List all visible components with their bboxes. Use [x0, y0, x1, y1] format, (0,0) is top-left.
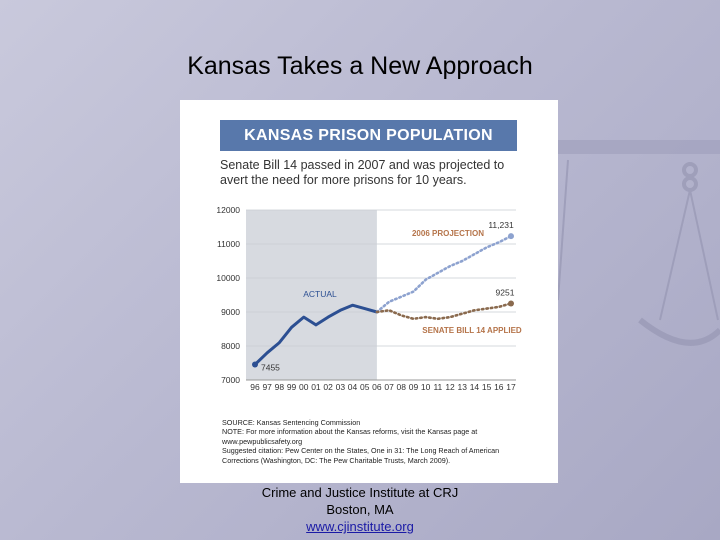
footer-link[interactable]: www.cjinstitute.org	[306, 519, 414, 534]
footer-org: Crime and Justice Institute at CRJ	[261, 485, 459, 500]
x-tick-label: 13	[458, 382, 468, 392]
note-line-2: www.pewpublicsafety.org	[222, 436, 303, 446]
y-tick-label: 8000	[221, 341, 240, 351]
y-tick-label: 12000	[216, 205, 240, 215]
x-tick-label: 15	[482, 382, 492, 392]
x-tick-label: 03	[336, 382, 346, 392]
chart-title: KANSAS PRISON POPULATION TREND	[220, 120, 517, 175]
subtitle-line-1: Senate Bill 14 passed in 2007 and was pr…	[220, 158, 505, 172]
y-tick-label: 11000	[217, 239, 240, 249]
x-tick-label: 11	[433, 382, 442, 392]
x-tick-label: 99	[287, 382, 297, 392]
actual-region-label: ACTUAL	[303, 289, 337, 299]
y-tick-label: 7000	[221, 375, 240, 385]
chart-notes: SOURCE: Kansas Sentencing Commission NOT…	[222, 418, 522, 465]
data-label: 11,231	[488, 220, 514, 230]
note-line-1: NOTE: For more information about the Kan…	[222, 427, 478, 437]
chart-figure: KANSAS PRISON POPULATION TREND Senate Bi…	[180, 100, 558, 483]
slide-title: Kansas Takes a New Approach	[187, 52, 533, 80]
senate-bill-series-label: SENATE BILL 14 APPLIED	[422, 326, 522, 335]
x-tick-label: 00	[299, 382, 309, 392]
citation-line-2: Corrections (Washington, DC: The Pew Cha…	[222, 455, 451, 465]
x-tick-label: 09	[409, 382, 419, 392]
y-tick-label: 9000	[221, 307, 240, 317]
x-tick-label: 08	[397, 382, 407, 392]
chart-subtitle: Senate Bill 14 passed in 2007 and was pr…	[220, 158, 520, 188]
slide-footer: Crime and Justice Institute at CRJ Bosto…	[0, 484, 720, 535]
x-tick-label: 96	[250, 382, 260, 392]
actual-start-point	[252, 361, 258, 368]
x-tick-label: 97	[262, 382, 272, 392]
x-tick-label: 02	[323, 382, 333, 392]
x-tick-label: 98	[275, 382, 285, 392]
x-tick-label: 17	[506, 382, 516, 392]
projection-series-label: 2006 PROJECTION	[412, 229, 484, 238]
x-tick-label: 12	[445, 382, 455, 392]
subtitle-line-2: avert the need for more prisons for 10 y…	[220, 173, 467, 187]
actual-series-line	[253, 303, 379, 367]
x-tick-label: 05	[360, 382, 370, 392]
footer-location: Boston, MA	[326, 502, 394, 517]
x-tick-label: 14	[470, 382, 480, 392]
data-label: 9251	[496, 287, 515, 297]
y-tick-label: 10000	[216, 273, 240, 283]
citation-line-1: Suggested citation: Pew Center on the St…	[222, 446, 500, 456]
x-tick-label: 07	[384, 382, 394, 392]
series-end-point	[508, 300, 514, 307]
data-label: 7455	[261, 363, 280, 373]
source-note: SOURCE: Kansas Sentencing Commission	[222, 418, 361, 427]
projection-series-line	[375, 234, 513, 314]
x-tick-label: 16	[494, 382, 504, 392]
x-tick-label: 01	[311, 382, 321, 392]
x-tick-label: 04	[348, 382, 358, 392]
x-tick-label: 10	[421, 382, 431, 392]
series-end-point	[508, 233, 514, 240]
x-tick-label: 06	[372, 382, 382, 392]
senate-bill-series-line	[375, 302, 513, 321]
